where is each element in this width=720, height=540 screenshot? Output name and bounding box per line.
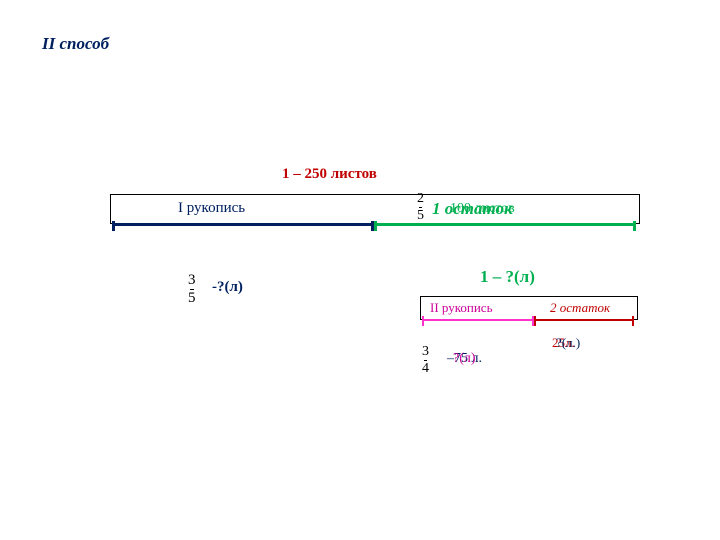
bar2-frac-3-4: 3 4 <box>422 345 429 376</box>
bar1-seg-green <box>374 223 636 226</box>
bar1-seg-blue <box>112 223 374 226</box>
bar2-amt-b: ?(л.) <box>556 335 580 351</box>
bar2-over-a: 2 остаток <box>550 300 610 316</box>
bar1-sub: -?(л) <box>212 279 243 296</box>
frac-den: 5 <box>188 291 196 306</box>
bar1-over-b: 1 остаток <box>432 199 513 219</box>
tick <box>534 316 536 326</box>
frac-num: 3 <box>188 273 196 288</box>
bar1-label: I рукопись <box>178 200 245 217</box>
page-title: II способ <box>42 34 109 54</box>
bar2-scratch-b: ?(л) <box>453 351 476 367</box>
tick <box>632 316 634 326</box>
tick <box>112 221 115 231</box>
bar2-label: II рукопись <box>430 300 493 316</box>
tick <box>633 221 636 231</box>
tick <box>374 221 377 231</box>
frac-num: 2 <box>417 192 424 206</box>
frac-den: 4 <box>422 362 429 376</box>
bar1-frac-3-5: 3 5 <box>188 273 196 306</box>
frac-num: 3 <box>422 345 429 359</box>
bar2-caption: 1 – ?(л) <box>480 267 535 287</box>
tick <box>422 316 424 326</box>
bar1-caption: 1 – 250 листов <box>282 166 377 183</box>
bar2-seg-red <box>534 319 634 321</box>
bar1-frac-2-5: 2 5 <box>417 192 424 223</box>
bar2-seg-pink <box>422 319 534 321</box>
frac-den: 5 <box>417 209 424 223</box>
